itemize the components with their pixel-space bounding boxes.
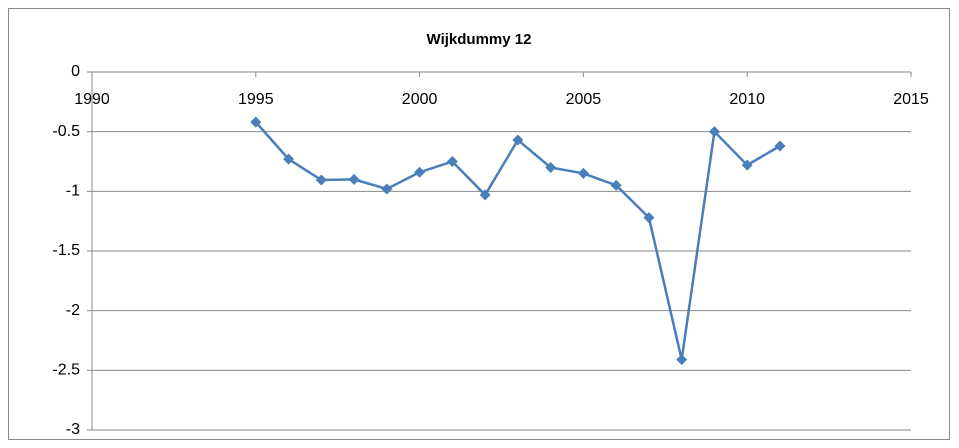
data-point bbox=[315, 174, 327, 186]
y-tick-label: -1.5 bbox=[52, 242, 80, 259]
data-point bbox=[283, 153, 295, 165]
data-point bbox=[545, 161, 557, 173]
y-tick-label: -2.5 bbox=[52, 362, 80, 379]
x-tick-label: 2005 bbox=[566, 91, 602, 108]
x-tick-label: 2010 bbox=[729, 91, 765, 108]
y-tick-label: -2 bbox=[66, 302, 80, 319]
chart-border bbox=[8, 8, 950, 440]
data-point bbox=[643, 212, 655, 224]
data-point bbox=[512, 134, 524, 146]
y-tick-label: -1 bbox=[66, 183, 80, 200]
data-point bbox=[741, 159, 753, 171]
data-point bbox=[250, 116, 262, 128]
data-point bbox=[676, 354, 688, 366]
data-point bbox=[348, 173, 360, 185]
data-point bbox=[610, 179, 622, 191]
data-point bbox=[446, 156, 458, 167]
x-tick-label: 2015 bbox=[893, 91, 929, 108]
data-point bbox=[414, 166, 426, 178]
y-tick-label: -0.5 bbox=[52, 123, 80, 140]
data-point bbox=[774, 140, 786, 152]
data-point bbox=[479, 189, 491, 201]
chart-title: Wijkdummy 12 bbox=[427, 31, 532, 48]
y-tick-label: -3 bbox=[66, 421, 80, 438]
data-point bbox=[708, 126, 720, 138]
x-tick-label: 2000 bbox=[402, 91, 438, 108]
data-point bbox=[577, 167, 589, 179]
data-point bbox=[381, 183, 393, 195]
x-tick-label: 1990 bbox=[74, 91, 110, 108]
y-tick-label: 0 bbox=[71, 63, 80, 80]
x-tick-label: 1995 bbox=[238, 91, 274, 108]
